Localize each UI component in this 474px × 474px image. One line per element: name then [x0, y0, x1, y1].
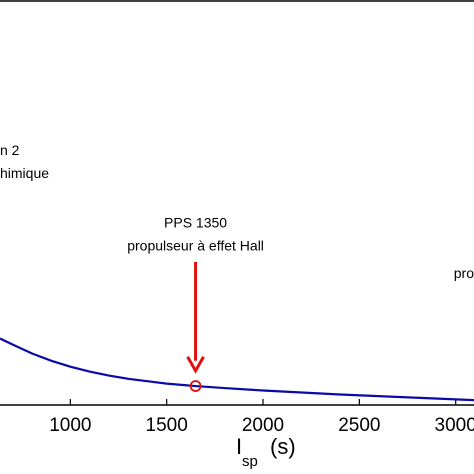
x-tick-label-1500: 1500	[146, 415, 188, 436]
annotation-0-line-1: himique	[0, 165, 49, 181]
annotation-0-line-0: n 2	[0, 142, 20, 158]
arrow	[186, 261, 205, 374]
annotation-0: n 2 himique	[0, 142, 49, 181]
x-axis-label-subscript: sp	[242, 453, 258, 470]
annotation-2-line-0: pro	[454, 265, 474, 281]
highlight-point-pps1350	[189, 380, 202, 392]
annotation-1: PPS 1350 propulseur à effet Hall	[127, 215, 264, 254]
x-tick-label-2500: 2500	[338, 415, 380, 436]
x-axis-label-unit: (s)	[270, 434, 296, 459]
series-line	[0, 337, 474, 402]
x-ticks	[69, 399, 457, 405]
x-axis-label: I	[236, 434, 242, 459]
annotation-2: pro	[454, 265, 474, 281]
arrow-head	[186, 356, 205, 374]
x-tick-label-2000: 2000	[242, 415, 284, 436]
annotation-1-line-1: propulseur à effet Hall	[127, 238, 264, 254]
annotation-1-line-0: PPS 1350	[164, 215, 227, 231]
x-tick-label-1000: 1000	[49, 415, 91, 436]
annotations: n 2 himique PPS 1350 propulseur à effet Hal…	[0, 142, 474, 281]
x-tick-labels: 1000 1500 2000 2500 3000	[49, 415, 474, 436]
x-tick-label-3000: 3000	[435, 415, 474, 436]
